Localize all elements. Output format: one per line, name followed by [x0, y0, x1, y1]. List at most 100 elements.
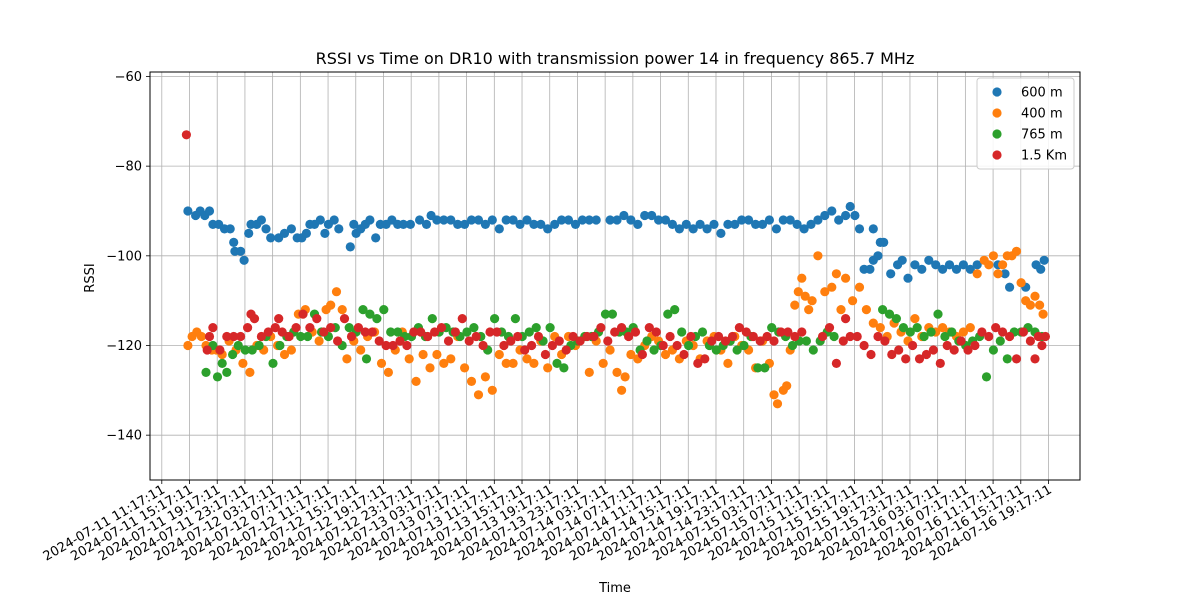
data-point	[1025, 336, 1035, 346]
data-point	[630, 327, 641, 337]
data-point	[769, 336, 779, 346]
data-point	[212, 372, 223, 382]
data-point	[462, 327, 472, 337]
data-point	[603, 336, 613, 346]
data-point	[415, 215, 425, 225]
data-point	[612, 367, 622, 377]
data-point	[760, 363, 770, 373]
data-point	[782, 381, 792, 391]
data-point	[367, 327, 377, 337]
data-point	[808, 345, 818, 355]
data-point	[421, 219, 432, 229]
x-axis-label: Time	[598, 581, 631, 596]
legend-marker	[992, 129, 1002, 139]
series-0	[183, 201, 1049, 292]
data-point	[596, 323, 606, 333]
y-axis-label: RSSI	[83, 263, 98, 292]
data-point	[679, 349, 689, 360]
data-point	[806, 219, 816, 229]
data-point	[730, 219, 740, 229]
data-point	[605, 345, 615, 355]
data-point	[734, 323, 745, 333]
data-point	[891, 314, 902, 324]
data-point	[494, 224, 504, 234]
data-point	[711, 345, 721, 355]
data-point	[543, 363, 553, 373]
data-point	[852, 331, 862, 342]
data-point	[432, 349, 442, 360]
data-point	[762, 331, 772, 342]
data-point	[744, 215, 754, 225]
data-point	[658, 340, 668, 351]
data-point	[386, 327, 396, 337]
data-point	[499, 340, 509, 351]
data-point	[591, 215, 601, 225]
data-point	[450, 327, 460, 337]
data-point	[388, 340, 398, 351]
data-point	[873, 251, 883, 261]
data-point	[697, 327, 708, 337]
data-point	[506, 336, 516, 346]
data-point	[919, 331, 929, 342]
data-point	[501, 215, 511, 225]
data-point	[405, 219, 415, 229]
data-point	[850, 210, 860, 221]
data-point	[376, 358, 387, 368]
data-point	[261, 224, 271, 234]
data-point	[229, 331, 239, 342]
data-point	[771, 224, 782, 234]
data-point	[624, 331, 634, 342]
data-point	[344, 323, 354, 333]
data-point	[244, 228, 254, 238]
data-point	[480, 219, 490, 229]
data-point	[866, 349, 876, 360]
data-point	[416, 327, 426, 337]
data-point	[225, 224, 235, 234]
data-point	[446, 354, 456, 364]
data-point	[485, 327, 495, 337]
data-point	[510, 314, 520, 324]
data-point	[531, 323, 541, 333]
data-point	[409, 327, 419, 337]
data-point	[951, 264, 962, 274]
data-point	[342, 354, 352, 364]
data-point	[956, 336, 966, 346]
data-point	[800, 291, 810, 301]
data-point	[741, 327, 751, 337]
data-point	[291, 323, 301, 333]
y-tick-label: −60	[115, 70, 142, 85]
data-point	[570, 219, 581, 229]
data-point	[372, 314, 382, 324]
data-point	[868, 318, 878, 328]
data-points	[181, 130, 1050, 409]
data-point	[612, 215, 622, 225]
data-point	[804, 305, 814, 315]
data-point	[202, 345, 212, 355]
data-point	[469, 323, 479, 333]
data-point	[1035, 300, 1045, 310]
data-point	[520, 345, 530, 355]
data-point	[681, 219, 691, 229]
data-point	[993, 269, 1003, 279]
data-point	[723, 358, 733, 368]
data-point	[345, 242, 355, 252]
data-point	[991, 323, 1001, 333]
data-point	[346, 331, 357, 342]
data-point	[1036, 264, 1046, 274]
data-point	[637, 349, 648, 360]
data-point	[286, 224, 296, 234]
data-point	[446, 215, 456, 225]
data-point	[439, 215, 449, 225]
series-3	[181, 130, 1050, 368]
data-point	[543, 224, 553, 234]
data-point	[995, 336, 1005, 346]
data-point	[557, 215, 567, 225]
data-point	[584, 215, 594, 225]
data-point	[917, 264, 927, 274]
data-point	[778, 215, 788, 225]
data-point	[432, 215, 442, 225]
data-point	[626, 349, 636, 360]
data-point	[279, 228, 290, 238]
data-point	[326, 300, 336, 310]
data-point	[1011, 354, 1022, 364]
